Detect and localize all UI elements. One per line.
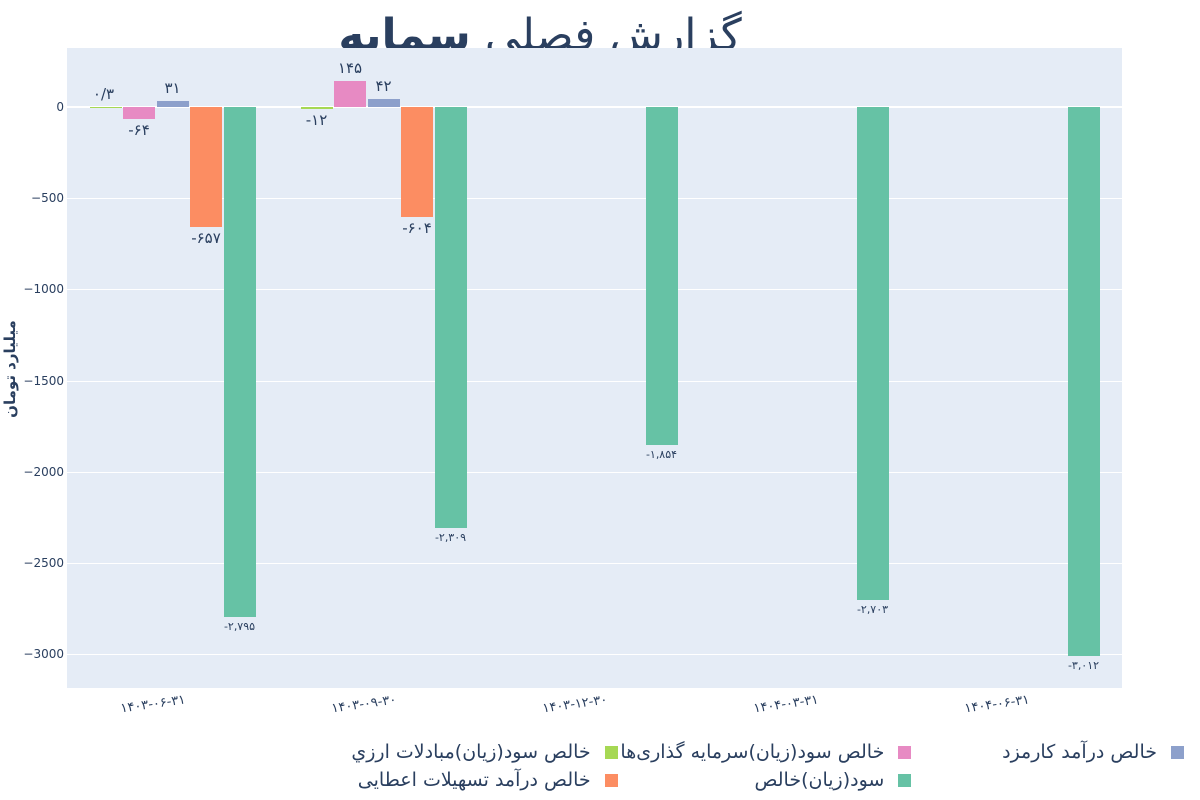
bar-value-label: -۶۵۷ — [191, 228, 221, 247]
bar-value-label: -۳,۰۱۲ — [1067, 659, 1100, 673]
y-tick-label: 0 — [56, 100, 64, 114]
bar[interactable] — [401, 107, 433, 218]
bar-value-label: ۰/۳ — [92, 84, 115, 103]
bar[interactable] — [645, 107, 678, 446]
legend-item-net-profit[interactable]: سود(زیان)خالص — [618, 766, 912, 794]
legend-row: خالص درآمد کارمزد خالص سود(زیان)سرمایه گ… — [324, 738, 1184, 766]
bar-value-label: -۲,۳۰۹ — [434, 531, 467, 544]
bar[interactable] — [367, 99, 400, 107]
legend-label: خالص سود(زیان)سرمایه گذاری‌ها — [620, 741, 885, 763]
bar[interactable] — [223, 107, 256, 617]
legend: خالص درآمد کارمزد خالص سود(زیان)سرمایه گ… — [324, 738, 1184, 794]
legend-item-investment[interactable]: خالص سود(زیان)سرمایه گذاری‌ها — [618, 738, 912, 766]
bar-value-label: -۱,۸۵۴ — [645, 448, 678, 462]
legend-label: خالص درآمد تسهیلات اعطایی — [357, 769, 591, 791]
y-tick-label: −500 — [31, 191, 64, 206]
legend-swatch — [1171, 745, 1184, 759]
legend-label: خالص سود(زیان)مبادلات ارزي — [351, 741, 591, 763]
gridline — [67, 471, 1122, 473]
legend-label: خالص درآمد کارمزد — [1002, 741, 1157, 763]
gridline — [67, 562, 1122, 564]
bar[interactable] — [89, 106, 122, 109]
gridline — [67, 654, 1122, 655]
gridline — [67, 198, 1122, 200]
y-axis-label: میلیارد تومان — [1, 320, 19, 418]
bar-value-label: -۶۴ — [128, 120, 150, 139]
bar[interactable] — [1067, 107, 1100, 657]
y-tick-label: −2000 — [23, 464, 64, 479]
y-tick-label: −3000 — [23, 647, 64, 661]
bar-value-label: -۱۲ — [305, 111, 328, 130]
bar[interactable] — [190, 107, 222, 227]
bar-value-label: ۴۲ — [375, 77, 392, 96]
x-tick-label: ۱۴۰۳-۰۹-۳۰ — [330, 692, 397, 717]
gridline — [67, 289, 1122, 291]
legend-swatch — [604, 773, 618, 787]
bar[interactable] — [300, 107, 333, 110]
legend-item-loan-income[interactable]: خالص درآمد تسهیلات اعطایی — [324, 766, 618, 794]
legend-row: سود(زیان)خالص خالص درآمد تسهیلات اعطایی — [324, 766, 1184, 794]
bar[interactable] — [334, 80, 366, 107]
legend-item-fx[interactable]: خالص سود(زیان)مبادلات ارزي — [324, 738, 618, 766]
plot-area: ۰/۳ -۶۴ ۳۱ -۶۵۷ -۲,۷۹۵ -۱۲ ۱۴۵ ۴۲ -۶۰۴ -۲,۳۰۹ -۱,۸… — [67, 48, 1122, 688]
x-tick-label: ۱۴۰۳-۱۲-۳۰ — [541, 692, 608, 717]
legend-label: سود(زیان)خالص — [754, 769, 885, 791]
x-tick-label: ۱۴۰۳-۰۶-۳۱ — [119, 692, 186, 717]
y-tick-label: −1500 — [23, 373, 64, 388]
bar-value-label: ۱۴۵ — [337, 58, 363, 77]
legend-swatch — [604, 745, 618, 759]
bar-value-label: -۲,۷۰۳ — [856, 602, 889, 616]
bar-value-label: -۶۰۴ — [402, 219, 432, 238]
bar[interactable] — [123, 107, 155, 119]
gridline — [67, 380, 1122, 382]
legend-swatch — [898, 773, 912, 787]
legend-item-fee-income[interactable]: خالص درآمد کارمزد — [911, 738, 1184, 766]
x-tick-label: ۱۴۰۴-۰۶-۳۱ — [963, 692, 1030, 717]
zero-line — [67, 106, 1122, 108]
bar[interactable] — [434, 107, 467, 528]
bar-value-label: ۳۱ — [164, 79, 181, 98]
legend-swatch — [898, 745, 912, 759]
bar-value-label: -۲,۷۹۵ — [223, 619, 256, 633]
y-tick-label: −2500 — [23, 555, 64, 570]
bar[interactable] — [856, 107, 889, 600]
bar[interactable] — [156, 101, 189, 107]
y-tick-label: −1000 — [23, 282, 64, 297]
x-tick-label: ۱۴۰۴-۰۳-۳۱ — [752, 692, 819, 717]
